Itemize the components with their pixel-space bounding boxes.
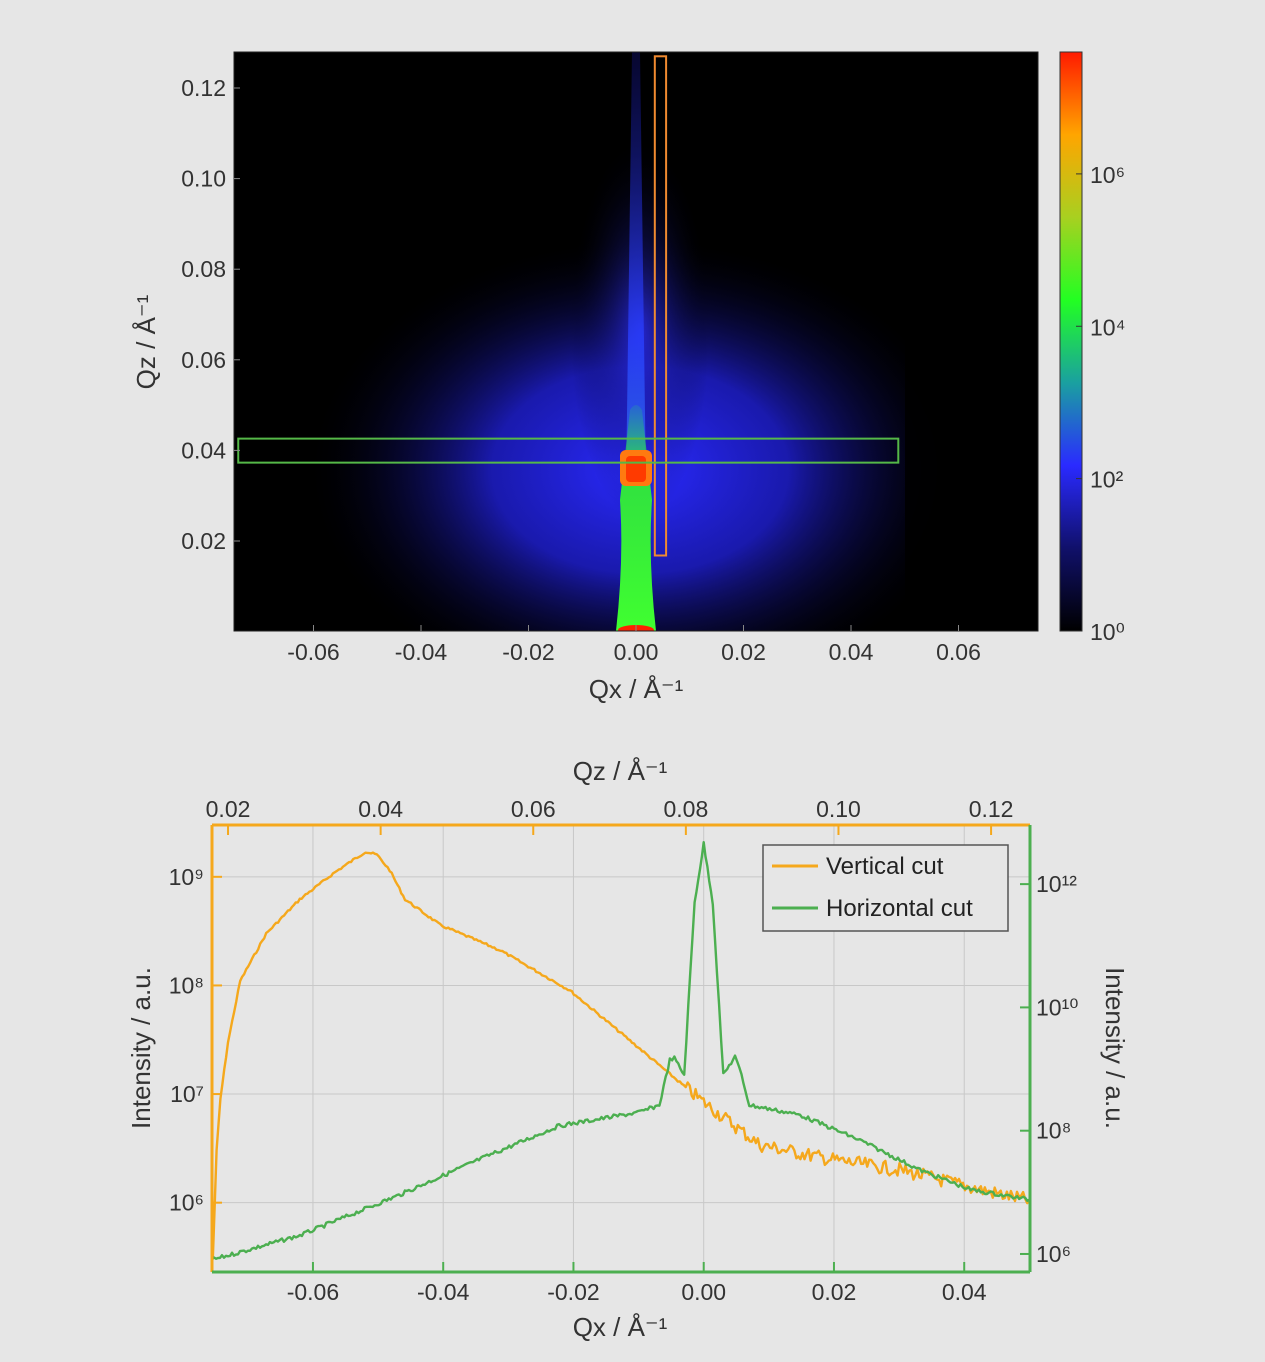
map-x-axis-label: Qx / Å⁻¹ (589, 674, 684, 704)
right-y-tick-label: 10¹² (1036, 871, 1077, 897)
legend-label-horizontal-cut: Horizontal cut (826, 895, 973, 922)
bottom-x-tick-label: -0.04 (417, 1279, 470, 1305)
bottom-x-axis-label: Qx / Å⁻¹ (573, 1312, 668, 1342)
map-y-tick-label: 0.10 (181, 166, 226, 192)
top-x-tick-label: 0.12 (969, 796, 1014, 822)
map-x-tick-label: 0.02 (721, 639, 766, 665)
colorbar-tick-label: 10⁰ (1090, 619, 1125, 645)
yoneda-peak-core (626, 456, 646, 482)
left-y-tick-label: 10⁷ (170, 1081, 204, 1107)
bottom-x-tick-label: 0.02 (812, 1279, 857, 1305)
left-y-tick-label: 10⁸ (169, 972, 204, 998)
right-y-axis-label: Intensity / a.u. (1100, 967, 1130, 1129)
vertical-cut-line (212, 851, 1030, 1260)
map-y-tick-label: 0.04 (181, 437, 226, 463)
left-y-axis-label: Intensity / a.u. (126, 967, 156, 1129)
right-y-tick-label: 10¹⁰ (1036, 994, 1078, 1020)
top-x-tick-label: 0.02 (206, 796, 251, 822)
top-x-tick-label: 0.06 (511, 796, 556, 822)
colorbar-tick-label: 10⁴ (1090, 314, 1125, 340)
legend-box (762, 844, 1009, 932)
horizontal-cut-line (212, 841, 1030, 1261)
top-x-tick-label: 0.04 (358, 796, 403, 822)
map-y-axis-label: Qz / Å⁻¹ (131, 294, 161, 389)
colorbar-tick-label: 10⁶ (1090, 162, 1125, 188)
left-y-tick-label: 10⁶ (169, 1190, 204, 1216)
legend-label-vertical-cut: Vertical cut (826, 853, 944, 880)
heatmap-image (234, 52, 1038, 631)
map-y-tick-label: 0.08 (181, 256, 226, 282)
map-y-tick-label: 0.06 (181, 347, 226, 373)
right-y-tick-label: 10⁸ (1036, 1118, 1071, 1144)
map-y-tick-label: 0.02 (181, 528, 226, 554)
vertical-cut-region-box (653, 55, 668, 557)
detector-edge-shadow (905, 52, 1038, 631)
top-x-tick-label: 0.10 (816, 796, 861, 822)
right-y-tick-label: 10⁶ (1036, 1241, 1071, 1267)
bottom-x-tick-label: 0.04 (942, 1279, 987, 1305)
bottom-x-tick-label: -0.02 (547, 1279, 599, 1305)
map-x-tick-label: 0.04 (829, 639, 874, 665)
legend: Vertical cut Horizontal cut (762, 844, 1009, 932)
colorbar-tick-label: 10² (1090, 467, 1124, 493)
map-x-tick-label: -0.06 (287, 639, 339, 665)
colorbar (1059, 51, 1083, 632)
intensity-cuts-plot: -0.06 -0.04 -0.02 0.00 0.02 0.04 0.02 0.04 0.06 0… (126, 756, 1130, 1342)
bottom-x-tick-label: 0.00 (681, 1279, 726, 1305)
map-x-tick-label: 0.00 (614, 639, 659, 665)
map-x-tick-label: -0.04 (395, 639, 448, 665)
bottom-x-tick-label: -0.06 (287, 1279, 339, 1305)
map-x-tick-label: -0.02 (502, 639, 554, 665)
map-x-tick-label: 0.06 (936, 639, 981, 665)
map-y-tick-label: 0.12 (181, 75, 226, 101)
qx-qz-intensity-map: -0.06 -0.04 -0.02 0.00 0.02 0.04 0.06 0.02 0.04 0… (131, 51, 1125, 704)
top-x-tick-label: 0.08 (663, 796, 708, 822)
top-x-axis-label: Qz / Å⁻¹ (573, 756, 668, 786)
left-y-tick-label: 10⁹ (169, 864, 204, 890)
